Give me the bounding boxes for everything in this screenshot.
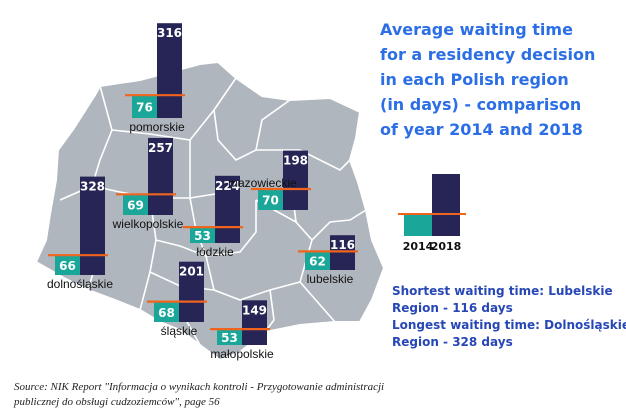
value-label-2014: 62 [309,255,326,269]
region-border [205,239,313,301]
bar-2018 [157,23,182,119]
region-bar-group: 68 201 śląskie [147,261,207,338]
stats-line: Region - 116 days [392,301,513,315]
bar-2018 [215,175,240,243]
region-border [155,239,207,257]
legend-label-2014: 2014 [403,240,434,253]
value-label-2018: 316 [157,26,182,40]
stats-line: Shortest waiting time: Lubelskie [392,284,613,298]
bar-2014 [217,329,242,345]
region-border [256,149,351,171]
value-label-2018: 149 [242,303,267,317]
title-line: in each Polish region [380,70,569,89]
region-bar-group: 62 116 lubelskie [298,235,358,286]
bar-2014 [132,95,157,118]
stats-line: Region - 328 days [392,335,513,349]
source-line: publicznej do obsługi cudzoziemców", pag… [14,396,220,408]
region-label: dolnośląskie [47,277,113,291]
region-bar-group: 53 224 łódzkie [183,175,243,259]
bar-2014 [258,189,283,210]
region-label: śląskie [161,324,198,338]
title-line: of year 2014 and 2018 [380,120,583,139]
value-label-2014: 53 [194,229,211,243]
value-label-2014: 69 [127,199,144,213]
legend-swatch-2018 [432,174,460,236]
legend-swatch-2014 [404,214,432,236]
bar-2014 [123,194,148,215]
title-line: (in days) - comparison [380,95,582,114]
region-border [299,281,336,323]
value-label-2018: 198 [283,154,308,168]
region-label: wielkopolskie [112,217,184,231]
region-label: lubelskie [307,272,354,286]
stats-line: Longest waiting time: Dolnośląskie [392,318,626,332]
bar-2014 [154,301,179,322]
bar-2014 [55,255,80,275]
value-label-2018: 257 [148,141,173,155]
title-line: for a residency decision [380,45,596,64]
bar-2018 [80,176,105,275]
region-bar-group: 76 316 pomorskie [125,23,185,134]
region-bar-group: 66 328 dolnośląskie [47,176,113,291]
region-border [189,197,257,257]
bar-2018 [283,150,308,210]
region-border [139,197,157,311]
value-label-2014: 53 [221,331,238,345]
value-label-2014: 68 [158,306,175,320]
value-label-2018: 201 [179,265,204,279]
region-label: łódzkie [196,245,234,259]
value-label-2018: 116 [330,238,355,252]
region-border [111,109,215,141]
value-label-2014: 76 [136,101,153,115]
value-label-2014: 70 [262,194,279,208]
bar-2018 [179,261,204,322]
region-label: mazowieckie [228,176,297,190]
region-bar-group: 70 198 mazowieckie [228,150,311,210]
region-border [91,85,113,187]
region-bar-group: 69 257 wielkopolskie [112,137,184,231]
value-label-2018: 328 [80,180,105,194]
legend-label-2018: 2018 [431,240,462,253]
value-label-2018: 224 [215,179,240,193]
source-line: Source: NIK Report "Informacja o wynikac… [14,381,385,393]
bar-2018 [330,235,355,270]
title-line: Average waiting time [380,20,573,39]
region-bar-group: 53 149 małopolskie [210,300,274,361]
bar-2018 [242,300,267,345]
value-label-2014: 66 [59,259,76,273]
bars-layer: 76 316 pomorskie 69 257 wielkopolskie 53 224 łód… [47,23,358,361]
bar-2014 [190,227,215,243]
region-label: małopolskie [210,347,274,361]
region-label: pomorskie [129,120,185,134]
bar-2014 [305,251,330,270]
bar-2018 [148,137,173,215]
